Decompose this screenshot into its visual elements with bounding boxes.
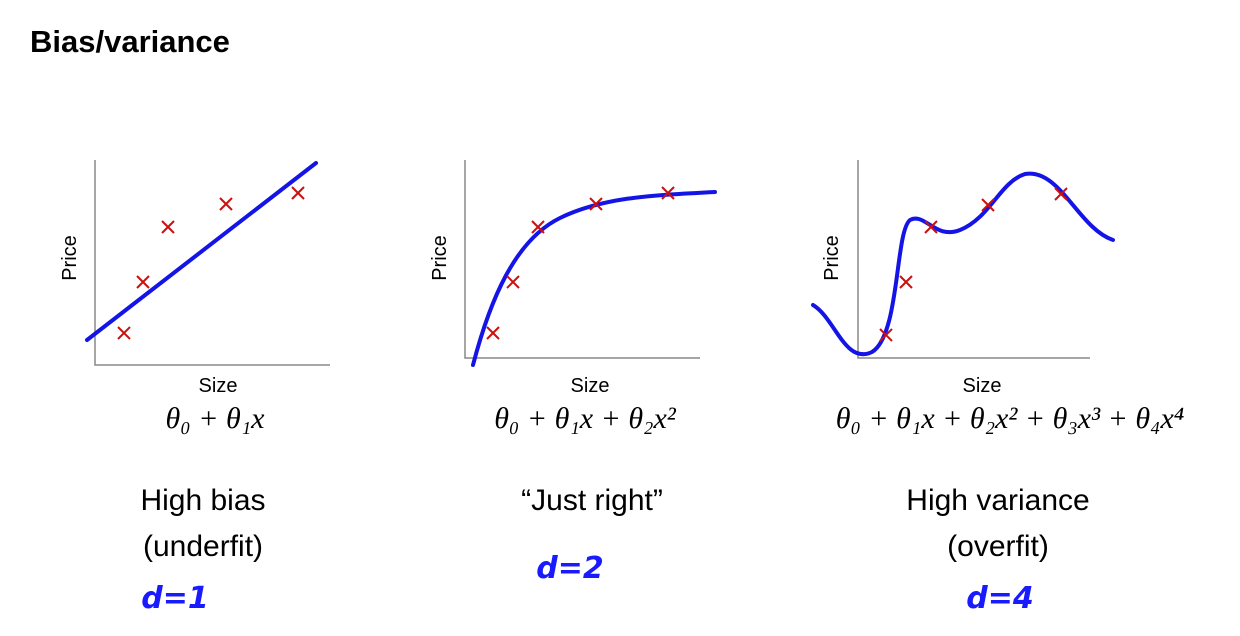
caption: (underfit) <box>143 530 263 563</box>
x-label: Size <box>963 375 1002 397</box>
slide-title: Bias/variance <box>30 24 230 59</box>
handwritten-note: d=1 <box>141 581 209 616</box>
x-label: Size <box>571 375 610 397</box>
panel: Price Size θ₀ + θ₁x + θ₂x² + θ₃x³ + θ₄x⁴… <box>811 160 1185 616</box>
y-label: Price <box>429 235 451 281</box>
y-label: Price <box>821 235 843 281</box>
formula: θ₀ + θ₁x + θ₂x² + θ₃x³ + θ₄x⁴ <box>836 402 1185 435</box>
caption: “Just right” <box>521 484 663 517</box>
axes <box>857 160 1090 359</box>
axes <box>464 160 700 359</box>
caption: (overfit) <box>947 530 1049 563</box>
fit-curve <box>471 190 717 367</box>
formula: θ₀ + θ₁x <box>166 402 266 435</box>
formula: θ₀ + θ₁x + θ₂x² <box>494 402 677 435</box>
handwritten-note: d=2 <box>536 551 604 586</box>
handwritten-note: d=4 <box>966 581 1034 616</box>
data-points <box>117 186 305 340</box>
caption: High bias <box>140 484 265 517</box>
panel: Price Size θ₀ + θ₁x High bias (underfit)… <box>59 160 330 616</box>
axes <box>94 160 330 366</box>
panel: Price Size θ₀ + θ₁x + θ₂x² “Just right” … <box>429 160 717 586</box>
fit-curve <box>85 161 318 342</box>
y-label: Price <box>59 235 81 281</box>
caption: High variance <box>906 484 1089 517</box>
x-label: Size <box>199 375 238 397</box>
data-points <box>879 187 1068 342</box>
